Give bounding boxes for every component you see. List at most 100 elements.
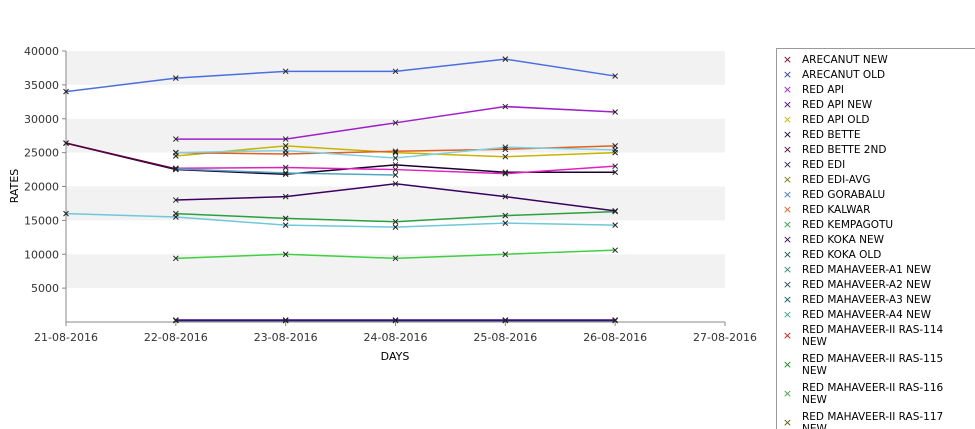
legend-marker-icon: × xyxy=(782,203,793,216)
data-point xyxy=(502,193,509,200)
point-marker xyxy=(502,146,509,153)
y-tick-label: 5000 xyxy=(31,282,59,295)
point-marker xyxy=(612,317,619,324)
point-marker xyxy=(612,147,619,153)
data-point xyxy=(612,317,619,324)
legend-marker-icon: × xyxy=(782,233,793,246)
legend-label: ARECANUT OLD xyxy=(802,69,886,81)
data-point xyxy=(502,153,509,160)
point-marker xyxy=(612,142,619,149)
data-point xyxy=(282,251,289,258)
y-tick-label: 10000 xyxy=(24,248,59,261)
x-tick-label: 22-08-2016 xyxy=(144,331,208,344)
legend-marker-icon: × xyxy=(782,83,793,96)
legend-marker-icon: × xyxy=(782,358,793,371)
data-point xyxy=(612,222,619,228)
legend-marker-icon: × xyxy=(782,308,793,321)
data-point xyxy=(282,142,289,149)
data-point xyxy=(172,149,179,156)
x-tick-label: 25-08-2016 xyxy=(473,331,537,344)
data-point xyxy=(502,103,509,110)
data-point xyxy=(63,88,69,95)
point-marker xyxy=(502,317,509,324)
point-marker xyxy=(612,222,619,228)
axes xyxy=(62,50,726,326)
legend-marker-icon: × xyxy=(782,53,793,66)
legend-label: RED MAHAVEER-A2 NEW xyxy=(802,279,931,291)
grid-band xyxy=(66,186,725,221)
point-marker xyxy=(282,222,289,228)
point-marker xyxy=(282,193,289,200)
legend-marker-icon: × xyxy=(782,329,793,342)
legend-marker-icon: × xyxy=(782,128,793,141)
legend-label: RED API NEW xyxy=(802,99,873,111)
legend-label: RED MAHAVEER-II RAS-114 NEW xyxy=(802,324,944,348)
legend-marker-icon: × xyxy=(782,158,793,171)
legend-marker-icon: × xyxy=(782,68,793,81)
x-tick-label: 27-08-2016 xyxy=(693,331,757,344)
point-marker xyxy=(172,255,179,262)
data-point xyxy=(612,147,619,153)
data-point xyxy=(63,140,69,146)
point-marker xyxy=(502,193,509,200)
point-marker xyxy=(172,75,179,81)
y-tick-label: 35000 xyxy=(24,79,59,92)
data-point xyxy=(392,166,399,173)
data-point xyxy=(502,251,509,258)
y-tick-label: 20000 xyxy=(24,181,59,194)
data-point xyxy=(282,317,289,324)
data-point xyxy=(392,119,399,126)
legend-marker-icon: × xyxy=(782,218,793,231)
series-line xyxy=(65,58,616,93)
point-marker xyxy=(612,163,619,170)
data-point xyxy=(502,146,509,153)
data-point xyxy=(172,136,179,142)
data-point xyxy=(282,193,289,200)
x-tick-labels: 21-08-2016 22-08-2016 23-08-2016 24-08-2016… xyxy=(34,331,757,344)
data-point xyxy=(612,247,619,254)
data-point xyxy=(172,317,179,324)
data-point xyxy=(612,169,619,176)
data-point xyxy=(392,68,399,75)
data-point xyxy=(172,75,179,81)
legend-label: RED EDI-AVG xyxy=(802,174,871,186)
point-marker xyxy=(63,88,69,95)
grid-bands xyxy=(66,51,725,289)
data-point xyxy=(502,212,509,219)
y-tick-labels: 5000 10000 15000 20000 25000 30000 35000 40000 xyxy=(24,45,59,295)
grid-band xyxy=(66,254,725,289)
point-marker xyxy=(392,180,399,187)
data-point xyxy=(502,317,509,324)
point-marker xyxy=(392,148,399,155)
x-tick-label: 23-08-2016 xyxy=(254,331,318,344)
x-tick-label: 21-08-2016 xyxy=(34,331,98,344)
point-marker xyxy=(172,214,179,220)
point-marker xyxy=(282,142,289,149)
data-point xyxy=(172,214,179,220)
data-point xyxy=(172,255,179,262)
legend-label: RED MAHAVEER-II RAS-116 NEW xyxy=(802,382,944,406)
legend-label: RED KEMPAGOTU xyxy=(802,219,894,231)
legend-marker-icon: × xyxy=(782,278,793,291)
legend-label: RED KOKA OLD xyxy=(802,249,882,261)
point-marker xyxy=(282,136,289,142)
legend-label: RED API OLD xyxy=(802,114,870,126)
legend-label: RED MAHAVEER-II RAS-117 NEW xyxy=(802,411,944,429)
data-point xyxy=(612,73,619,79)
data-point xyxy=(392,255,399,262)
data-point xyxy=(502,220,509,226)
data-point xyxy=(392,149,399,156)
chart-legend: × ARECANUT NEW × ARECANUT OLD × RED API × RED A… xyxy=(776,48,975,429)
point-marker xyxy=(502,103,509,110)
data-point xyxy=(502,169,509,176)
point-marker xyxy=(392,68,399,75)
data-point xyxy=(392,155,399,161)
point-marker xyxy=(172,317,179,324)
legend-label: RED EDI xyxy=(802,159,846,171)
legend-label: RED BETTE 2ND xyxy=(802,144,887,156)
legend-label: RED KOKA NEW xyxy=(802,234,885,246)
legend-marker-icon: × xyxy=(782,143,793,156)
legend-marker-icon: × xyxy=(782,98,793,111)
data-point xyxy=(392,172,399,178)
data-point xyxy=(282,171,289,178)
